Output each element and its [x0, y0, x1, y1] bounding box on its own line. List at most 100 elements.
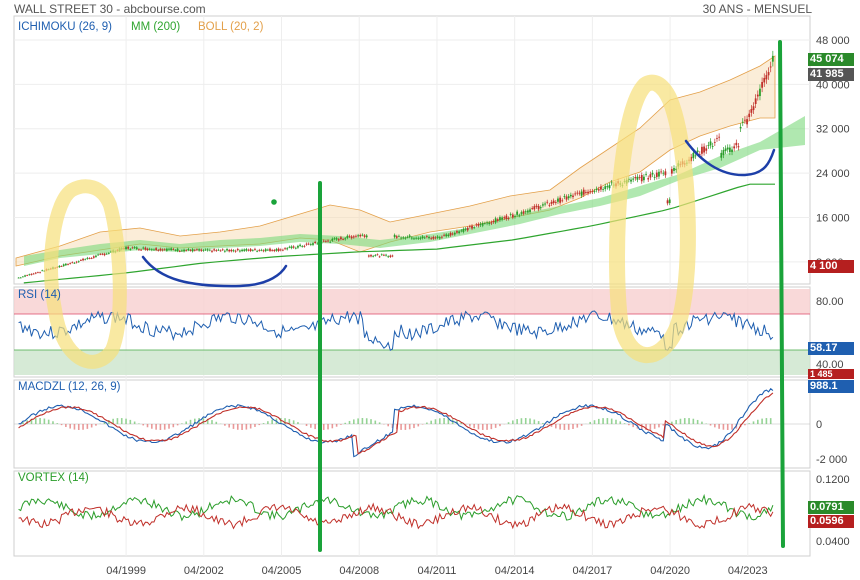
- macd-histogram-bar: [512, 420, 514, 424]
- candle-body: [374, 255, 377, 256]
- candle-body: [739, 126, 742, 129]
- candle-body: [492, 220, 495, 223]
- macd-histogram-bar: [211, 420, 213, 424]
- candle-body: [378, 256, 381, 258]
- candle-body: [737, 146, 740, 148]
- candle-body: [80, 260, 82, 261]
- candle-body: [468, 226, 471, 228]
- candle-body: [668, 199, 671, 204]
- candle-body: [544, 203, 546, 205]
- candle-body: [634, 177, 637, 179]
- macd-histogram-bar: [267, 421, 269, 424]
- candle-body: [445, 234, 448, 237]
- x-tick-label: 04/2002: [184, 565, 224, 577]
- macd-histogram-bar: [155, 424, 157, 430]
- macd-histogram-bar: [43, 418, 46, 424]
- candle-body: [327, 240, 329, 242]
- candle-body: [217, 249, 220, 251]
- macd-histogram-bar: [73, 424, 76, 430]
- bollinger-label: BOLL (20, 2): [198, 21, 264, 33]
- macd-histogram-bar: [533, 419, 536, 424]
- candle-body: [95, 255, 97, 257]
- candle-body: [535, 205, 538, 207]
- chart-title: WALL STREET 30 - abcbourse.com: [14, 2, 206, 16]
- mm200-line: [23, 183, 775, 284]
- candle-body: [453, 232, 456, 235]
- candle-body: [660, 171, 663, 173]
- macd-histogram-bar: [769, 418, 772, 424]
- candle-body: [361, 234, 364, 236]
- vortex-y-tick: 0.1200: [816, 474, 850, 486]
- macd-histogram-bar: [688, 418, 690, 424]
- macd-histogram-bar: [426, 422, 428, 424]
- candle-body: [462, 228, 465, 232]
- macd-histogram-bar: [365, 418, 368, 424]
- macd-histogram-bar: [671, 421, 673, 424]
- macd-histogram-bar: [662, 424, 665, 426]
- candle-body: [256, 250, 259, 252]
- macd-histogram-bar: [374, 420, 377, 424]
- candle-body: [563, 196, 566, 197]
- candle-body: [335, 238, 338, 240]
- candle-body: [597, 189, 600, 191]
- candle-body: [559, 197, 562, 203]
- macd-histogram-bar: [241, 424, 243, 430]
- candle-body: [174, 250, 177, 251]
- macd-histogram-bar: [632, 424, 634, 428]
- candle-body: [28, 274, 31, 276]
- x-tick-label: 04/2023: [728, 565, 768, 577]
- macd-histogram-bar: [529, 418, 531, 424]
- yellow-circle-1999: [44, 179, 127, 369]
- macd-histogram-bar: [520, 418, 523, 424]
- macd-histogram-bar: [56, 423, 59, 424]
- macd-histogram-bar: [481, 424, 484, 430]
- candle-body: [316, 243, 319, 245]
- macd-histogram-bar: [30, 418, 33, 424]
- candle-body: [157, 250, 160, 251]
- candle-body: [352, 236, 355, 238]
- candle-body: [372, 255, 375, 257]
- macd-line: [18, 387, 774, 458]
- candle-body: [301, 246, 304, 248]
- candle-body: [557, 198, 559, 202]
- candle-body: [187, 249, 190, 251]
- macd-histogram-bar: [430, 420, 432, 424]
- candle-body: [208, 249, 211, 251]
- candle-body: [202, 250, 205, 251]
- candle-body: [363, 235, 366, 237]
- macd-histogram-bar: [120, 418, 123, 424]
- macd-histogram-bar: [193, 418, 196, 424]
- candle-body: [245, 248, 248, 251]
- macd-histogram-bar: [653, 424, 656, 429]
- candle-body: [471, 225, 473, 229]
- rsi-line: [18, 310, 774, 351]
- vortex-plus-line: [18, 493, 774, 522]
- candle-body: [759, 88, 761, 97]
- candle-body: [189, 250, 192, 251]
- candle-body: [572, 195, 574, 198]
- candle-body: [428, 236, 430, 239]
- candle-body: [720, 152, 723, 158]
- candle-body: [103, 253, 106, 256]
- candle-body: [271, 250, 274, 251]
- candle-body: [41, 270, 44, 272]
- candle-body: [441, 236, 443, 238]
- macd-histogram-bar: [722, 424, 725, 430]
- candle-body: [39, 272, 41, 274]
- candle-body: [486, 222, 488, 224]
- candle-body: [131, 247, 134, 249]
- candle-body: [627, 178, 630, 180]
- macd-histogram-bar: [108, 420, 110, 424]
- candle-body: [230, 249, 233, 252]
- macd-histogram-bar: [47, 419, 50, 424]
- macd-histogram-bar: [344, 422, 347, 424]
- candle-body: [367, 255, 370, 257]
- macd-histogram-bar: [469, 424, 471, 427]
- macd-histogram-bar: [224, 424, 226, 426]
- candle-body: [728, 147, 731, 153]
- candle-body: [447, 234, 450, 236]
- mm200-label: MM (200): [131, 21, 181, 33]
- candle-body: [701, 146, 703, 154]
- rsi-badge: 58.17: [808, 342, 854, 355]
- candle-body: [451, 233, 454, 235]
